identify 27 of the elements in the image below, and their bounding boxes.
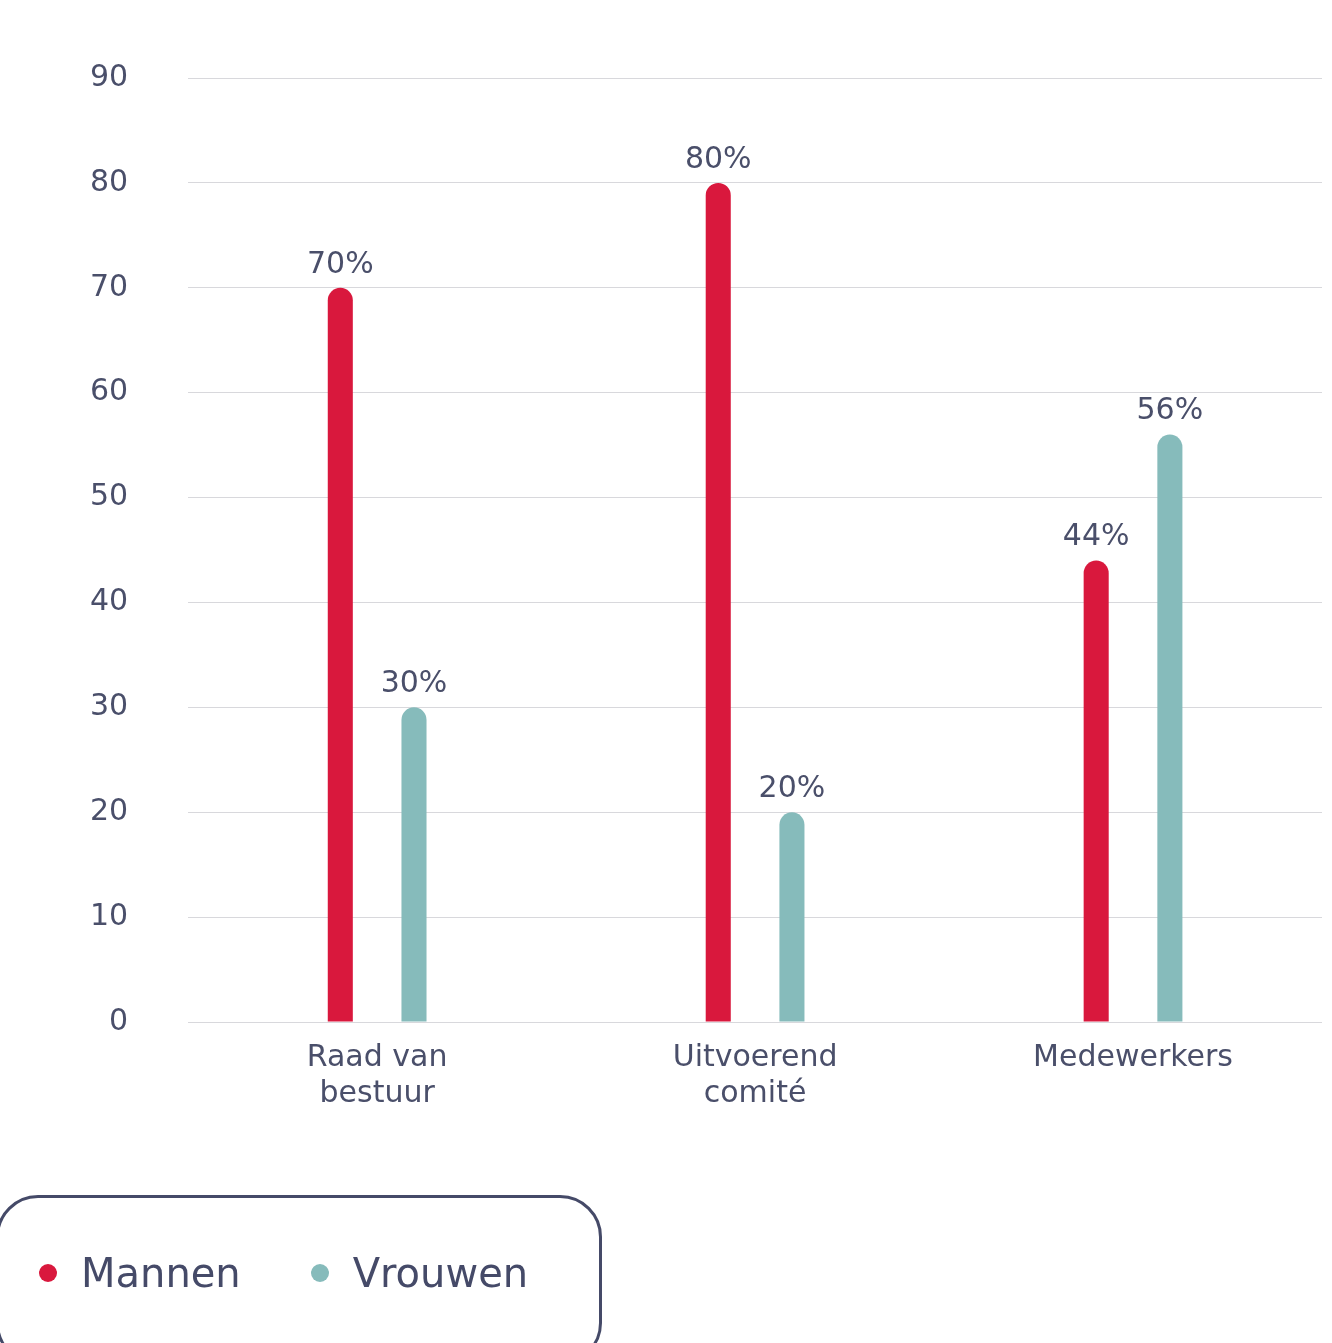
data-label: 20% xyxy=(758,769,826,805)
y-tick-label: 70 xyxy=(89,267,129,303)
y-tick-label: 0 xyxy=(109,1001,129,1037)
bar xyxy=(705,182,731,1022)
data-label: 44% xyxy=(1062,517,1130,553)
x-tick-label: Uitvoerend comité xyxy=(672,1037,838,1109)
y-tick-label: 20 xyxy=(89,792,129,828)
x-tick-label: Raad van bestuur xyxy=(306,1037,448,1109)
y-tick-label: 90 xyxy=(89,57,129,93)
bar xyxy=(327,287,353,1022)
bar xyxy=(1157,434,1183,1022)
bar xyxy=(401,707,427,1022)
bar xyxy=(779,812,805,1022)
legend-label: Vrouwen xyxy=(352,1250,529,1296)
y-tick-label: 10 xyxy=(89,896,129,932)
y-tick-label: 80 xyxy=(89,162,129,198)
bar xyxy=(1083,560,1109,1022)
x-tick-label: Medewerkers xyxy=(1033,1037,1233,1073)
data-label: 56% xyxy=(1136,391,1204,427)
data-label: 80% xyxy=(684,139,752,175)
y-tick-label: 60 xyxy=(89,372,129,408)
legend-label: Mannen xyxy=(81,1250,241,1296)
data-label: 70% xyxy=(306,244,374,280)
data-label: 30% xyxy=(380,664,448,700)
y-tick-label: 50 xyxy=(89,477,129,513)
y-tick-label: 40 xyxy=(89,582,129,618)
y-tick-label: 30 xyxy=(89,687,129,723)
